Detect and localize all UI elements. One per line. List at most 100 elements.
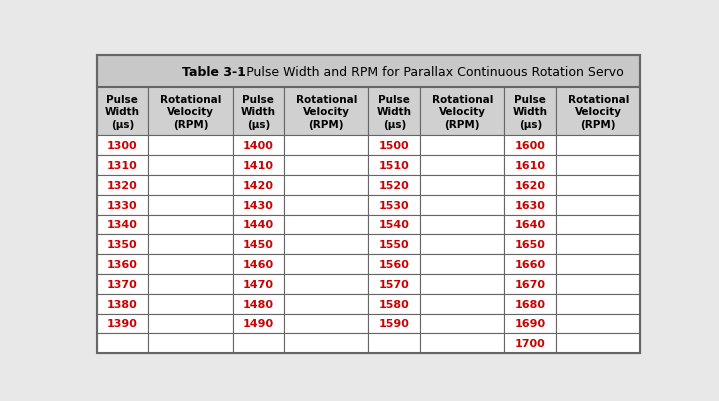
Bar [96, 176, 148, 195]
Bar [556, 334, 641, 353]
Text: 1510: 1510 [379, 161, 410, 171]
Bar [420, 334, 505, 353]
Bar [556, 215, 641, 235]
Bar [368, 88, 420, 136]
Bar [284, 334, 368, 353]
Bar [96, 215, 148, 235]
Bar [420, 88, 505, 136]
Bar [148, 314, 232, 334]
Bar [368, 156, 420, 176]
Bar [148, 274, 232, 294]
Bar [505, 195, 556, 215]
Text: 1620: 1620 [515, 180, 546, 190]
Bar [556, 314, 641, 334]
Bar [284, 255, 368, 274]
Bar [232, 255, 284, 274]
Bar [505, 136, 556, 156]
Text: 1520: 1520 [379, 180, 410, 190]
Text: : Pulse Width and RPM for Parallax Continuous Rotation Servo: : Pulse Width and RPM for Parallax Conti… [239, 66, 624, 79]
Bar [96, 255, 148, 274]
Text: 1410: 1410 [243, 161, 274, 171]
Bar [232, 314, 284, 334]
Text: 1690: 1690 [515, 319, 546, 328]
Text: 1450: 1450 [243, 240, 274, 250]
Bar [148, 235, 232, 255]
Bar [284, 314, 368, 334]
Bar [505, 215, 556, 235]
Bar [232, 215, 284, 235]
Text: 1680: 1680 [515, 299, 546, 309]
Bar [420, 176, 505, 195]
Bar [368, 255, 420, 274]
Text: Pulse
Width
(μs): Pulse Width (μs) [513, 95, 548, 130]
Text: 1480: 1480 [243, 299, 274, 309]
Bar [96, 88, 148, 136]
Text: 1440: 1440 [243, 220, 274, 230]
Bar [148, 255, 232, 274]
Text: 1310: 1310 [107, 161, 138, 171]
Bar [556, 156, 641, 176]
Text: 1370: 1370 [107, 279, 138, 289]
Bar [232, 136, 284, 156]
Text: 1400: 1400 [243, 141, 274, 151]
Bar [505, 334, 556, 353]
Bar [368, 274, 420, 294]
Bar [232, 334, 284, 353]
Bar [368, 176, 420, 195]
Bar [232, 274, 284, 294]
Bar [96, 195, 148, 215]
Text: Rotational
Velocity
(RPM): Rotational Velocity (RPM) [431, 95, 493, 130]
Bar [368, 314, 420, 334]
Text: Pulse
Width
(μs): Pulse Width (μs) [241, 95, 276, 130]
Bar [96, 274, 148, 294]
Bar [284, 136, 368, 156]
Bar [420, 274, 505, 294]
Text: 1650: 1650 [515, 240, 546, 250]
Bar [420, 156, 505, 176]
Bar [556, 274, 641, 294]
Bar [148, 88, 232, 136]
Bar [420, 195, 505, 215]
Text: Pulse
Width
(μs): Pulse Width (μs) [105, 95, 140, 130]
Text: Rotational
Velocity
(RPM): Rotational Velocity (RPM) [567, 95, 629, 130]
Text: 1500: 1500 [379, 141, 410, 151]
Text: 1380: 1380 [107, 299, 138, 309]
Bar [96, 156, 148, 176]
Text: 1430: 1430 [243, 200, 274, 210]
Text: 1660: 1660 [515, 259, 546, 269]
Bar [505, 294, 556, 314]
Text: 1640: 1640 [515, 220, 546, 230]
Text: 1350: 1350 [107, 240, 138, 250]
Text: 1670: 1670 [515, 279, 546, 289]
Bar [556, 195, 641, 215]
Bar [368, 136, 420, 156]
Bar [284, 235, 368, 255]
Bar [505, 255, 556, 274]
Bar [505, 314, 556, 334]
Text: Rotational
Velocity
(RPM): Rotational Velocity (RPM) [160, 95, 221, 130]
Text: 1560: 1560 [379, 259, 410, 269]
Bar [505, 235, 556, 255]
Text: 1490: 1490 [243, 319, 274, 328]
Bar [505, 274, 556, 294]
Bar [420, 235, 505, 255]
Bar [420, 215, 505, 235]
Bar [232, 195, 284, 215]
Bar [96, 334, 148, 353]
Text: 1330: 1330 [107, 200, 138, 210]
Text: 1610: 1610 [515, 161, 546, 171]
Bar [148, 156, 232, 176]
Bar [148, 176, 232, 195]
Bar [284, 195, 368, 215]
Bar [232, 235, 284, 255]
Text: 1460: 1460 [243, 259, 274, 269]
Bar [556, 88, 641, 136]
Bar [284, 274, 368, 294]
Bar [96, 314, 148, 334]
Bar [556, 235, 641, 255]
Text: 1590: 1590 [379, 319, 410, 328]
Text: 1550: 1550 [379, 240, 410, 250]
Bar [420, 314, 505, 334]
Text: 1580: 1580 [379, 299, 410, 309]
Bar [368, 334, 420, 353]
